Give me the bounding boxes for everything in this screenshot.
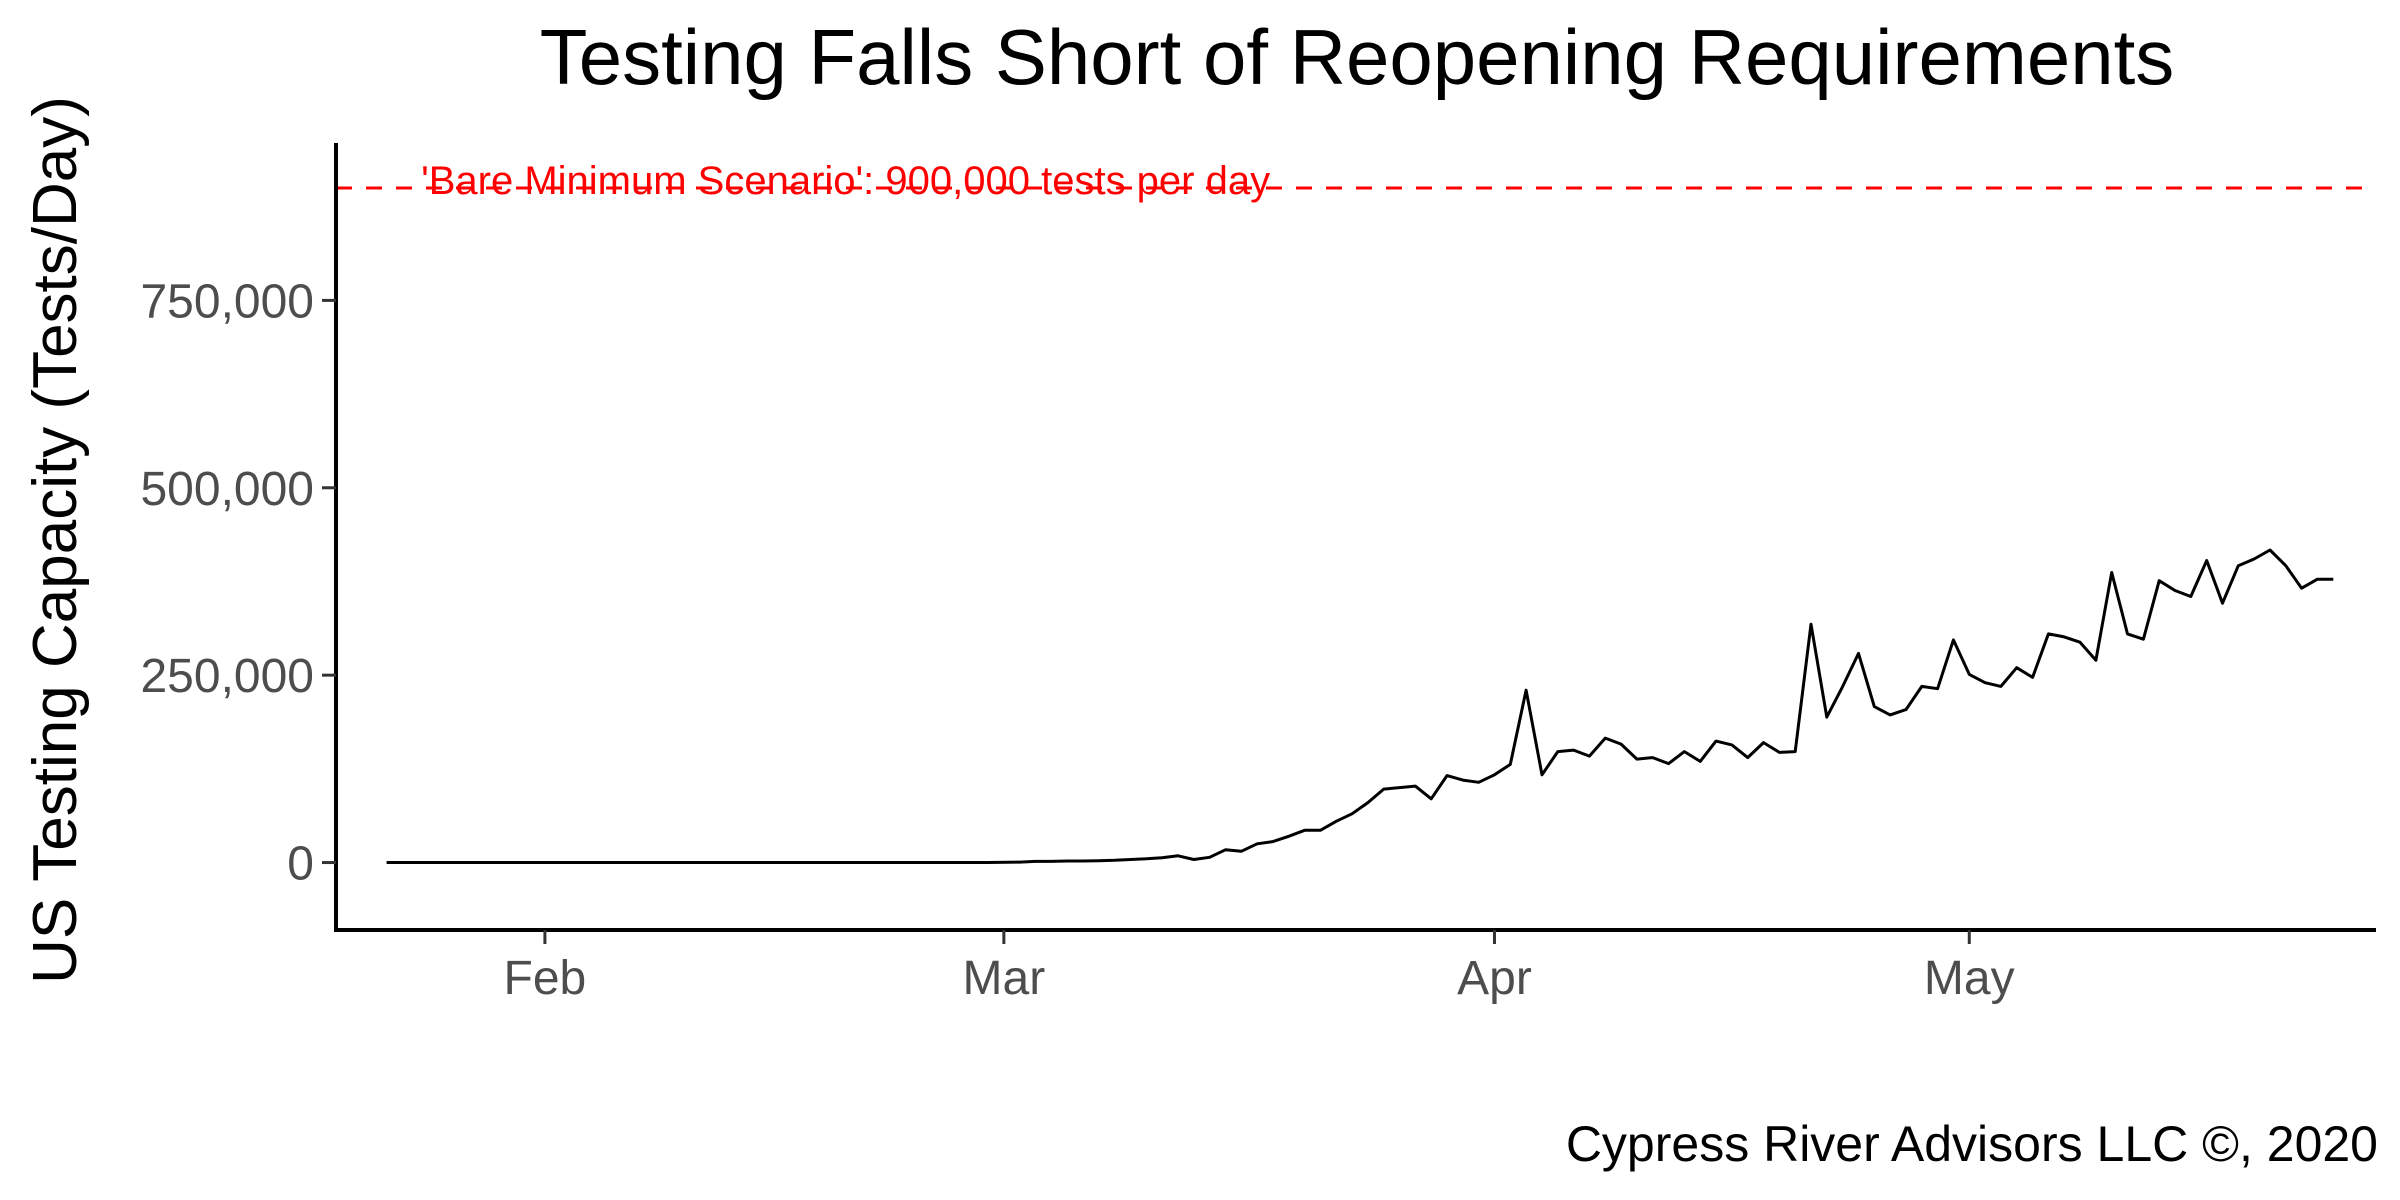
x-tick-label: Feb [504,952,587,1005]
y-tick-label: 500,000 [140,463,314,516]
chart-title: Testing Falls Short of Reopening Require… [540,13,2175,101]
y-tick-label: 750,000 [140,275,314,328]
y-tick-label: 250,000 [140,650,314,703]
reference-line-label: 'Bare Minimum Scenario': 900,000 tests p… [421,159,1270,203]
plot-area: 'Bare Minimum Scenario': 900,000 tests p… [140,143,2376,1005]
x-tick-label: Apr [1457,952,1532,1005]
x-tick-label: Mar [963,952,1046,1005]
y-tick-label: 0 [287,838,314,891]
series-line [386,548,2334,864]
chart-caption: Cypress River Advisors LLC ©, 2020 [1566,1116,2378,1172]
y-axis-label: US Testing Capacity (Tests/Day) [21,96,90,984]
x-tick-label: May [1924,952,2015,1005]
